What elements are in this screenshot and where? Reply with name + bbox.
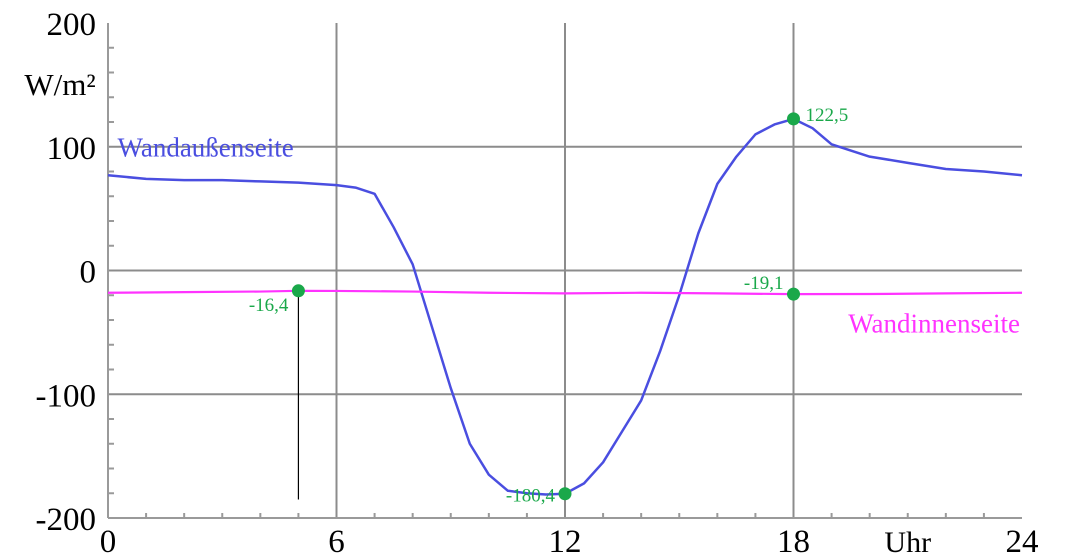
data-point-label: -180,4 [506, 486, 556, 507]
y-tick-label: 100 [47, 131, 97, 167]
x-tick-label: 6 [328, 524, 345, 556]
data-point-marker [558, 487, 572, 501]
x-tick-label: 0 [100, 524, 117, 556]
x-tick-label: 12 [549, 524, 582, 556]
y-tick-label: -200 [36, 502, 97, 538]
data-point-marker [787, 287, 800, 301]
y-tick-label: 200 [47, 7, 97, 43]
data-point-label: -19,1 [744, 273, 784, 294]
axes [107, 23, 1022, 519]
grid [108, 23, 1022, 518]
series [107, 117, 1023, 500]
data-point-label: 122,5 [806, 105, 849, 126]
x-tick-label: 24 [1006, 524, 1039, 556]
y-tick-label: -100 [36, 378, 97, 414]
inner-wall-line [107, 289, 1023, 296]
y-unit-label: W/m² [24, 67, 95, 102]
data-point-marker [787, 112, 800, 126]
data-point-label: -16,4 [249, 295, 289, 316]
outer-wall-line [107, 117, 1023, 496]
series-label-outer: Wandaußenseite [118, 133, 294, 163]
series-label-inner: Wandinnenseite [848, 308, 1020, 338]
x-tick-label: 18 [777, 524, 810, 556]
y-tick-label: 0 [80, 255, 97, 291]
annotations [291, 112, 800, 501]
x-unit-label: Uhr [884, 526, 931, 556]
data-point-marker [291, 284, 305, 298]
